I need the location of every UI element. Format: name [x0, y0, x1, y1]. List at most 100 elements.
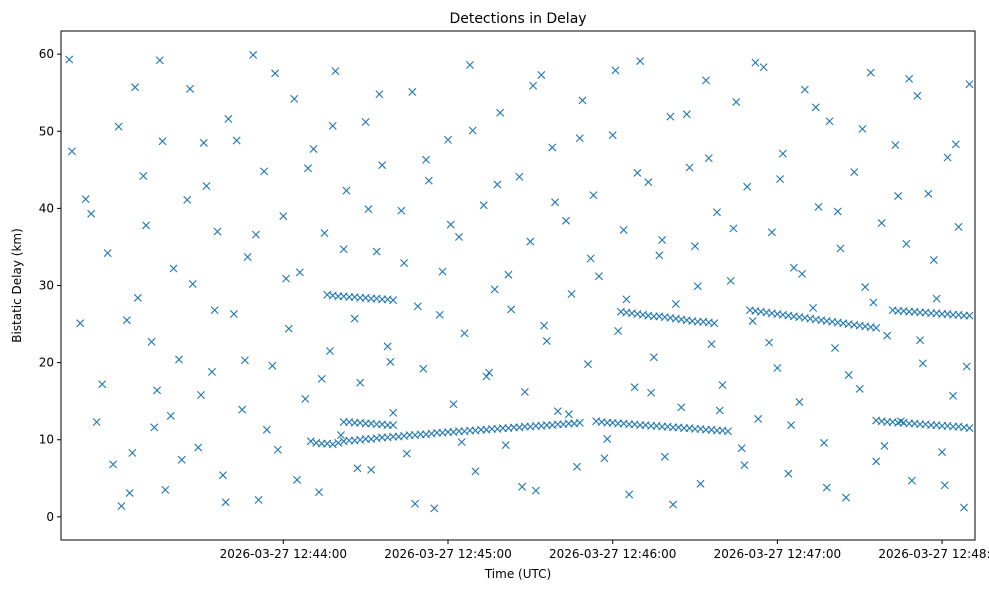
data-point — [224, 114, 233, 123]
data-point — [471, 467, 480, 476]
data-point — [822, 483, 831, 492]
data-point — [905, 74, 914, 83]
data-point — [649, 353, 658, 362]
y-tick-label: 0 — [46, 510, 54, 524]
data-point — [240, 356, 249, 365]
data-point — [861, 283, 870, 292]
data-point — [603, 434, 612, 443]
data-point — [666, 112, 675, 121]
data-point — [389, 296, 398, 305]
data-point — [268, 361, 277, 370]
data-point — [842, 493, 850, 502]
data-point — [128, 448, 137, 457]
data-point — [918, 359, 927, 368]
data-point — [210, 306, 219, 315]
data-point — [713, 208, 721, 217]
data-point — [419, 364, 428, 373]
data-point — [155, 56, 164, 65]
data-point — [422, 155, 431, 164]
data-point — [718, 380, 727, 389]
data-point — [600, 454, 609, 463]
data-point — [342, 186, 351, 195]
data-point — [850, 168, 859, 177]
data-point — [740, 461, 749, 470]
data-point — [795, 397, 804, 406]
data-point — [726, 276, 735, 285]
data-point — [81, 195, 90, 204]
data-point — [438, 267, 447, 276]
y-tick-label: 50 — [39, 124, 54, 138]
data-point — [537, 70, 546, 79]
data-point — [271, 69, 280, 78]
x-tick-label: 2026-03-27 12:48:00 — [878, 547, 989, 561]
data-point — [526, 237, 535, 246]
data-point — [161, 485, 170, 494]
data-point — [232, 136, 241, 145]
data-point — [501, 441, 510, 450]
data-point — [586, 254, 595, 263]
data-point — [940, 481, 949, 490]
data-point — [293, 475, 302, 484]
data-point — [133, 293, 142, 302]
data-point — [336, 431, 345, 440]
data-point — [446, 220, 455, 229]
data-point — [553, 407, 562, 416]
y-tick-label: 40 — [39, 201, 54, 215]
data-point — [633, 168, 642, 177]
data-point — [507, 305, 516, 314]
data-point — [965, 80, 974, 89]
data-point — [636, 57, 645, 66]
data-point — [924, 189, 933, 198]
data-point — [960, 503, 969, 512]
data-point — [199, 138, 208, 147]
data-point — [260, 167, 269, 176]
data-point — [389, 421, 398, 430]
data-point — [644, 178, 653, 187]
data-point — [630, 383, 639, 392]
data-point — [567, 289, 576, 298]
data-point — [575, 418, 584, 427]
data-point — [389, 408, 398, 417]
data-point — [962, 362, 971, 371]
data-point — [872, 457, 881, 466]
data-point — [611, 66, 620, 75]
data-point — [836, 244, 845, 253]
data-point — [207, 367, 216, 376]
data-point — [855, 384, 864, 393]
data-point — [169, 264, 178, 273]
data-point — [196, 391, 205, 400]
data-point — [397, 206, 406, 215]
data-point — [877, 219, 886, 228]
data-point — [251, 230, 260, 239]
data-point — [951, 140, 960, 149]
data-point — [938, 448, 947, 457]
data-point — [529, 81, 538, 90]
data-point — [542, 337, 551, 346]
data-point — [943, 153, 952, 162]
data-point — [702, 76, 711, 85]
data-point — [139, 171, 148, 180]
data-point — [809, 303, 818, 312]
data-point — [677, 403, 686, 412]
data-point — [787, 421, 796, 430]
data-point — [811, 103, 820, 112]
data-point — [707, 340, 716, 349]
data-point — [254, 495, 263, 504]
data-point — [658, 236, 667, 244]
data-point — [696, 479, 705, 488]
data-point — [449, 400, 458, 409]
data-point — [175, 355, 184, 364]
data-point — [578, 96, 587, 105]
data-point — [328, 440, 337, 449]
data-point — [339, 245, 348, 254]
data-point — [551, 198, 560, 207]
data-point — [317, 374, 326, 383]
data-point — [490, 285, 499, 294]
data-point — [518, 482, 527, 491]
data-point — [965, 311, 974, 320]
data-point — [784, 469, 793, 478]
data-point — [202, 182, 211, 191]
data-point — [122, 316, 131, 325]
x-tick-label: 2026-03-27 12:45:00 — [384, 547, 511, 561]
data-point — [400, 259, 409, 268]
